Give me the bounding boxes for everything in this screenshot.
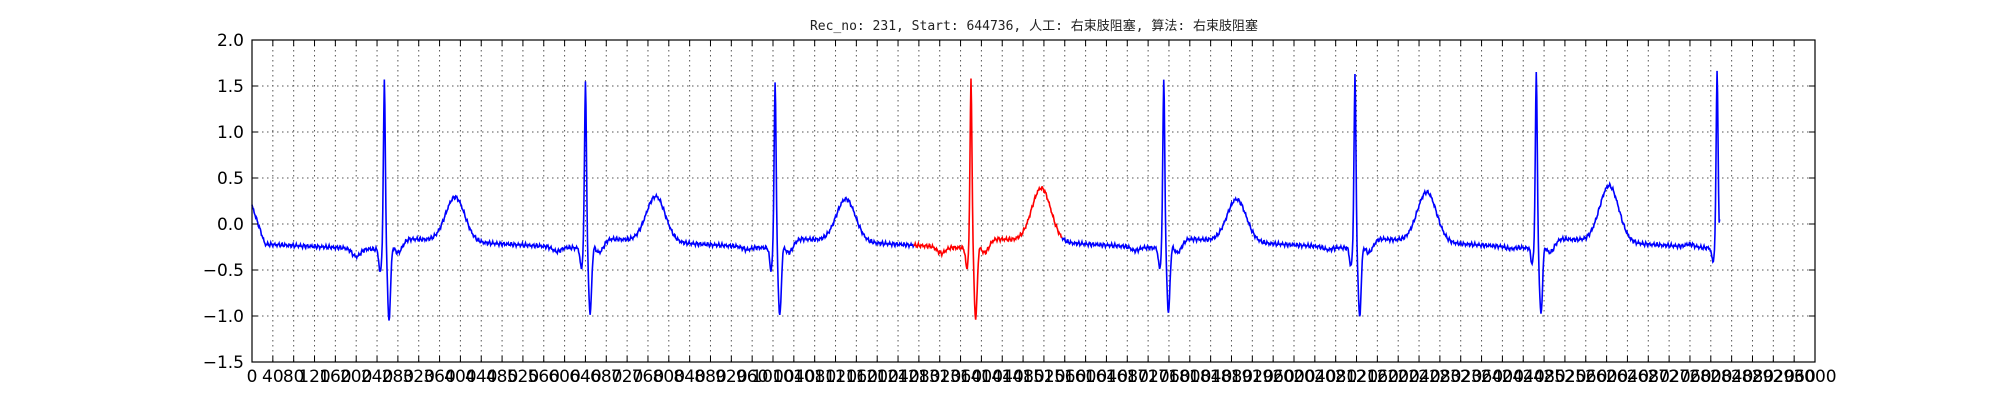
x-tick-label: 2800 [1689, 367, 1732, 387]
x-tick-label: 2040 [1293, 367, 1336, 387]
x-tick-label: 2160 [1356, 367, 1399, 387]
x-tick-label: 2920 [1752, 367, 1795, 387]
x-tick-label: 200 [340, 367, 372, 387]
x-tick-label: 2200 [1377, 367, 1420, 387]
x-tick-label: 2240 [1397, 367, 1440, 387]
x-axis-ticks: 0 40 8012016020024028032036040044048052056… [247, 40, 1837, 387]
x-tick-label: 1600 [1064, 367, 1107, 387]
x-tick-label: 2400 [1481, 367, 1524, 387]
x-tick-label: 120 [298, 367, 330, 387]
x-tick-label: 560 [528, 367, 560, 387]
x-tick-label: 1680 [1106, 367, 1149, 387]
x-tick-label: 1520 [1022, 367, 1065, 387]
x-tick-label: 1640 [1085, 367, 1128, 387]
x-tick-label: 360 [423, 367, 455, 387]
x-tick-label: 280 [382, 367, 414, 387]
x-tick-label: 400 [444, 367, 476, 387]
plot-frame [251, 39, 1816, 363]
x-tick-label: 2640 [1606, 367, 1649, 387]
x-tick-label: 2680 [1627, 367, 1670, 387]
x-tick-label: 640 [569, 367, 601, 387]
x-tick-label: 3000 [1793, 367, 1836, 387]
y-tick-label: −0.5 [203, 261, 244, 281]
x-tick-label: 440 [465, 367, 497, 387]
x-tick-label: 1360 [939, 367, 982, 387]
y-tick-label: 2.0 [217, 31, 244, 51]
x-tick-label: 1480 [1001, 367, 1044, 387]
y-axis-ticks: −1.5 −1.0 −0.5 0.0 0.5 1.0 1.5 2.0 [203, 31, 1815, 373]
x-tick-label: 1200 [856, 367, 899, 387]
x-tick-label: 1080 [793, 367, 836, 387]
ecg-signal-line [251, 79, 915, 321]
x-tick-label: 680 [590, 367, 622, 387]
x-tick-label: 1840 [1189, 367, 1232, 387]
x-tick-label: 2560 [1564, 367, 1607, 387]
x-tick-label: 80 [283, 367, 305, 387]
x-tick-label: 1160 [835, 367, 878, 387]
chart-title: Rec_no: 231, Start: 644736, 人工: 右束肢阻塞, 算… [810, 18, 1258, 34]
x-tick-label: 2360 [1460, 367, 1503, 387]
y-tick-label: −1.5 [203, 353, 244, 373]
y-tick-label: −1.0 [203, 307, 244, 327]
ecg-highlight-line [913, 78, 1063, 320]
x-tick-label: 1920 [1231, 367, 1274, 387]
x-tick-label: 800 [653, 367, 685, 387]
x-tick-label: 1240 [876, 367, 919, 387]
x-tick-label: 920 [715, 367, 747, 387]
x-tick-label: 2000 [1272, 367, 1315, 387]
x-tick-label: 1400 [960, 367, 1003, 387]
x-tick-label: 2440 [1502, 367, 1545, 387]
x-tick-label: 520 [507, 367, 539, 387]
y-tick-label: 0.5 [217, 169, 244, 189]
x-tick-label: 1000 [751, 367, 794, 387]
x-tick-label: 880 [694, 367, 726, 387]
x-tick-label: 720 [611, 367, 643, 387]
x-tick-label: 1120 [814, 367, 857, 387]
x-tick-label: 2320 [1439, 367, 1482, 387]
x-tick-label: 1760 [1147, 367, 1190, 387]
x-tick-label: 2080 [1314, 367, 1357, 387]
x-tick-label: 2840 [1710, 367, 1753, 387]
x-tick-label: 760 [632, 367, 664, 387]
x-tick-label: 600 [548, 367, 580, 387]
x-tick-label: 1960 [1252, 367, 1295, 387]
x-tick-label: 2880 [1731, 367, 1774, 387]
x-tick-label: 320 [402, 367, 434, 387]
x-tick-label: 2720 [1647, 367, 1690, 387]
x-tick-label: 1320 [918, 367, 961, 387]
x-tick-label: 1880 [1210, 367, 1253, 387]
x-tick-label: 160 [319, 367, 351, 387]
x-tick-label: 240 [361, 367, 393, 387]
x-tick-label: 1800 [1168, 367, 1211, 387]
x-tick-label: 2120 [1335, 367, 1378, 387]
x-tick-label: 40 [262, 367, 284, 387]
x-tick-label: 2520 [1543, 367, 1586, 387]
signal-layer [251, 70, 1721, 321]
x-tick-label: 2480 [1522, 367, 1565, 387]
x-tick-label: 2960 [1773, 367, 1816, 387]
x-tick-label: 840 [673, 367, 705, 387]
x-tick-label: 480 [486, 367, 518, 387]
x-tick-label: 1720 [1126, 367, 1169, 387]
x-tick-label: 1280 [897, 367, 940, 387]
ecg-signal-line [1061, 70, 1721, 317]
x-tick-label: 960 [736, 367, 768, 387]
x-tick-label: 1440 [981, 367, 1024, 387]
y-tick-label: 1.0 [217, 123, 244, 143]
x-tick-label: 1560 [1043, 367, 1086, 387]
y-tick-label: 1.5 [217, 77, 244, 97]
x-tick-label: 0 [247, 367, 258, 387]
x-tick-label: 2760 [1668, 367, 1711, 387]
y-tick-label: 0.0 [217, 215, 244, 235]
x-tick-label: 2280 [1418, 367, 1461, 387]
x-tick-label: 1040 [772, 367, 815, 387]
x-tick-label: 2600 [1585, 367, 1628, 387]
